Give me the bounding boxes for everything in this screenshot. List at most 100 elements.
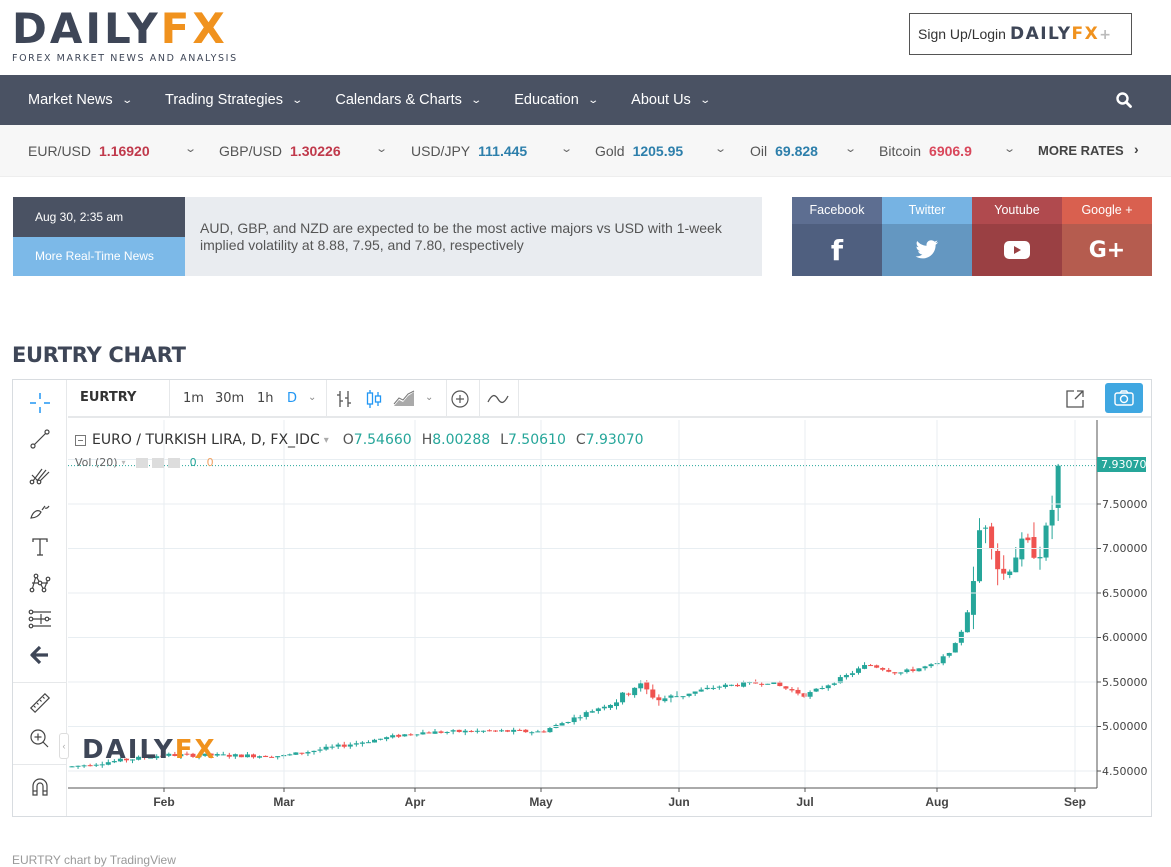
timeframe-d[interactable]: D bbox=[287, 391, 298, 406]
zoom-in-icon[interactable] bbox=[25, 724, 55, 754]
collapse-toolbar-handle[interactable]: ‹ bbox=[59, 733, 69, 759]
high-value: 8.00288 bbox=[432, 432, 491, 448]
rate-gbpusd[interactable]: GBP/USD 1.30226 bbox=[219, 143, 341, 159]
last-price-tag: 7.93070 bbox=[1097, 457, 1147, 472]
chevron-down-icon: ⌄ bbox=[587, 94, 599, 106]
chevron-down-icon[interactable]: ⌄ bbox=[1003, 143, 1017, 155]
candles-style-icon[interactable] bbox=[363, 388, 385, 410]
popout-icon[interactable] bbox=[1064, 388, 1086, 410]
news-headline[interactable]: AUD, GBP, and NZD are expected to be the… bbox=[185, 197, 762, 276]
chevron-right-icon[interactable]: › bbox=[1134, 141, 1139, 157]
dailyfx-plus-logo: DAILYFX+ bbox=[1009, 24, 1113, 44]
snapshot-button[interactable] bbox=[1105, 383, 1143, 413]
time-tick: Jun bbox=[668, 795, 690, 809]
volume-value-down: 0 bbox=[206, 456, 214, 469]
remove-icon[interactable] bbox=[167, 457, 180, 468]
nav-market-news[interactable]: Market News ⌄ bbox=[28, 92, 133, 108]
area-style-icon[interactable] bbox=[393, 388, 415, 410]
twitter-button[interactable]: Twitter bbox=[882, 197, 972, 276]
dailyfx-watermark: DAILYFX bbox=[82, 735, 217, 765]
collapse-legend-icon[interactable] bbox=[75, 434, 86, 446]
google-plus-button[interactable]: Google + G+ bbox=[1062, 197, 1152, 276]
timeframe-30m[interactable]: 30m bbox=[215, 391, 245, 406]
rate-bitcoin[interactable]: Bitcoin 6906.9 bbox=[879, 143, 972, 159]
brush-icon[interactable] bbox=[25, 496, 55, 526]
settings-icon[interactable] bbox=[151, 457, 164, 468]
high-label: H bbox=[421, 432, 433, 448]
chevron-down-icon[interactable]: ⌄ bbox=[714, 143, 728, 155]
chart-legend: EURO / TURKISH LIRA, D, FX_IDC ▾ O 7.5466… bbox=[75, 432, 644, 448]
twitter-icon bbox=[882, 224, 972, 276]
chevron-down-icon[interactable]: ⌄ bbox=[184, 143, 198, 155]
bars-style-icon[interactable] bbox=[333, 388, 355, 410]
chevron-down-icon[interactable]: ⌄ bbox=[375, 143, 389, 155]
chevron-down-icon[interactable]: ▾ bbox=[323, 434, 329, 446]
time-tick: Sep bbox=[1063, 795, 1087, 809]
dailyfx-logo[interactable]: DAILYFX FOREX MARKET NEWS AND ANALYSIS bbox=[12, 6, 238, 65]
close-label: C bbox=[575, 432, 586, 448]
more-rates-link[interactable]: MORE RATES bbox=[1038, 143, 1124, 158]
series-title: EURO / TURKISH LIRA, D, FX_IDC bbox=[92, 432, 320, 448]
price-tick: 6.00000 bbox=[1102, 631, 1148, 644]
nav-label: Market News bbox=[28, 92, 113, 108]
nav-trading-strategies[interactable]: Trading Strategies ⌄ bbox=[165, 92, 303, 108]
symbol-search[interactable]: EURTRY bbox=[68, 380, 170, 416]
chevron-down-icon: ⌄ bbox=[699, 94, 711, 106]
chevron-down-icon[interactable]: ▾ bbox=[121, 458, 126, 467]
rate-usdjpy[interactable]: USD/JPY 111.445 bbox=[411, 143, 528, 159]
timeframe-1h[interactable]: 1h bbox=[257, 391, 274, 406]
eye-icon[interactable] bbox=[135, 457, 148, 468]
rate-gold[interactable]: Gold 1205.95 bbox=[595, 143, 684, 159]
chevron-down-icon[interactable]: ⌄ bbox=[560, 143, 574, 155]
back-arrow-icon[interactable] bbox=[25, 640, 55, 670]
price-tick: 5.50000 bbox=[1102, 676, 1148, 689]
nav-label: About Us bbox=[631, 92, 691, 108]
news-timestamp: Aug 30, 2:35 am bbox=[13, 197, 185, 237]
volume-legend: Vol (20) ▾ 0 0 bbox=[75, 456, 214, 469]
google-plus-label: Google + bbox=[1062, 197, 1152, 224]
timeframe-1m[interactable]: 1m bbox=[183, 391, 204, 406]
camera-icon bbox=[1114, 390, 1134, 406]
ruler-icon[interactable] bbox=[25, 688, 55, 718]
chart-axes bbox=[68, 420, 1101, 792]
crosshair-icon[interactable] bbox=[25, 388, 55, 418]
nav-about-us[interactable]: About Us ⌄ bbox=[631, 92, 711, 108]
facebook-button[interactable]: Facebook f bbox=[792, 197, 882, 276]
youtube-button[interactable]: Youtube bbox=[972, 197, 1062, 276]
site-header: DAILYFX FOREX MARKET NEWS AND ANALYSIS S… bbox=[0, 0, 1171, 75]
magnet-icon[interactable] bbox=[25, 772, 55, 802]
google-plus-icon: G+ bbox=[1062, 224, 1152, 276]
nav-label: Education bbox=[514, 92, 579, 108]
chart-top-toolbar: EURTRY 1m 30m 1h D ⌄ ⌄ bbox=[68, 380, 1151, 418]
chevron-down-icon[interactable]: ⌄ bbox=[425, 392, 434, 403]
trend-line-icon[interactable] bbox=[25, 424, 55, 454]
main-nav: Market News ⌄ Trading Strategies ⌄ Calenda… bbox=[0, 75, 1171, 125]
time-tick: Jul bbox=[796, 795, 814, 809]
rate-oil[interactable]: Oil 69.828 bbox=[750, 143, 818, 159]
text-tool-icon[interactable] bbox=[25, 532, 55, 562]
youtube-label: Youtube bbox=[972, 197, 1062, 224]
low-label: L bbox=[500, 432, 508, 448]
volume-value-up: 0 bbox=[189, 456, 197, 469]
chart-title: EURTRY CHART bbox=[12, 343, 186, 367]
search-icon[interactable] bbox=[1115, 91, 1133, 109]
rate-eurusd[interactable]: EUR/USD 1.16920 bbox=[28, 143, 150, 159]
pattern-icon[interactable] bbox=[25, 568, 55, 598]
prediction-measure-icon[interactable] bbox=[25, 604, 55, 634]
time-tick: May bbox=[529, 795, 553, 809]
more-real-time-news-button[interactable]: More Real-Time News bbox=[13, 237, 185, 276]
add-indicator-icon[interactable] bbox=[449, 388, 471, 410]
youtube-icon bbox=[972, 224, 1062, 276]
chart-credit-link[interactable]: EURTRY chart by TradingView bbox=[12, 853, 176, 867]
pitchfork-icon[interactable] bbox=[25, 460, 55, 490]
chevron-down-icon[interactable]: ⌄ bbox=[308, 392, 317, 403]
price-tick: 7.50000 bbox=[1102, 498, 1148, 511]
compare-icon[interactable] bbox=[487, 388, 509, 410]
nav-calendars-charts[interactable]: Calendars & Charts ⌄ bbox=[335, 92, 482, 108]
chevron-down-icon: ⌄ bbox=[470, 94, 482, 106]
open-label: O bbox=[342, 432, 354, 448]
chevron-down-icon[interactable]: ⌄ bbox=[844, 143, 858, 155]
twitter-label: Twitter bbox=[882, 197, 972, 224]
nav-education[interactable]: Education ⌄ bbox=[514, 92, 599, 108]
signup-login-button[interactable]: Sign Up/Login DAILYFX+ bbox=[909, 13, 1132, 55]
